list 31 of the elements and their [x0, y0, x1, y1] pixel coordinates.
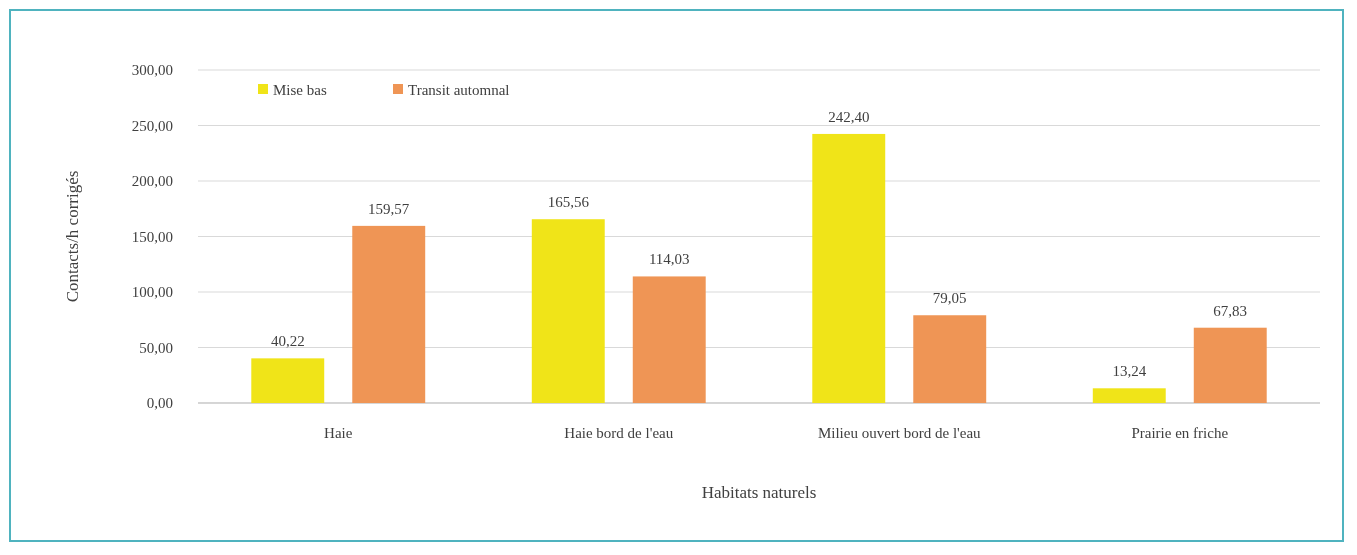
- legend-label: Transit automnal: [408, 82, 510, 99]
- x-tick-label: Prairie en friche: [1131, 425, 1229, 441]
- x-tick-label: Haie: [324, 425, 353, 441]
- bar: [632, 276, 706, 403]
- data-label: 13,24: [1112, 363, 1147, 380]
- y-tick-label: 0,00: [146, 395, 173, 412]
- y-tick-label: 150,00: [131, 228, 173, 245]
- y-tick-label: 300,00: [131, 62, 173, 79]
- y-tick-label: 50,00: [139, 339, 173, 356]
- bar: [531, 219, 605, 403]
- y-axis-title: Contacts/h corrigés: [63, 170, 82, 303]
- bar: [913, 315, 987, 403]
- bar: [812, 133, 886, 403]
- data-label: 79,05: [932, 290, 967, 307]
- data-label: 114,03: [648, 251, 690, 268]
- bar: [251, 358, 325, 403]
- x-tick-label: Haie bord de l'eau: [564, 425, 674, 441]
- x-tick-label: Milieu ouvert bord de l'eau: [817, 425, 982, 441]
- data-label: 159,57: [368, 200, 410, 217]
- data-label: 40,22: [270, 333, 305, 350]
- bar: [352, 225, 426, 403]
- bar: [1092, 388, 1166, 403]
- data-label: 67,83: [1213, 302, 1248, 319]
- bar: [1193, 327, 1267, 403]
- y-tick-label: 100,00: [131, 284, 173, 301]
- data-label: 165,56: [547, 194, 590, 211]
- y-tick-label: 250,00: [131, 117, 173, 134]
- y-tick-label: 200,00: [131, 173, 173, 190]
- legend-label: Mise bas: [273, 82, 327, 99]
- data-label: 242,40: [828, 108, 870, 125]
- x-axis-title: Habitats naturels: [701, 483, 817, 502]
